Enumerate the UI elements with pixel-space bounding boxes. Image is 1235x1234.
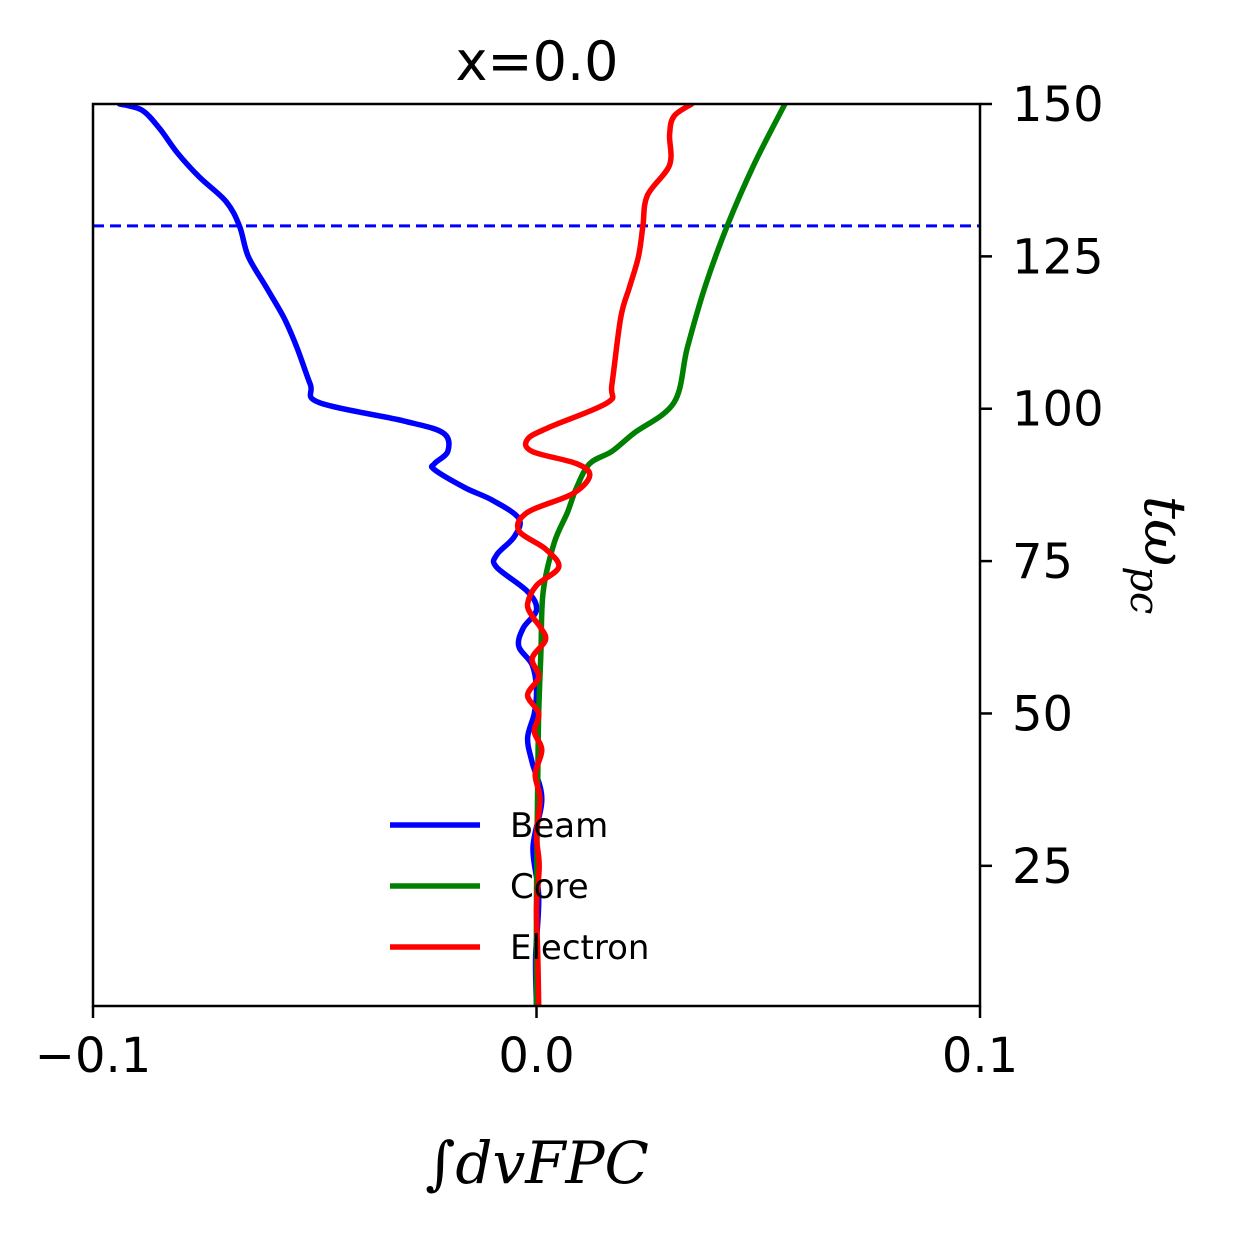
legend-label-electron: Electron bbox=[510, 928, 649, 968]
y-axis-label: tωpc bbox=[1121, 496, 1199, 615]
y-tick-label: 100 bbox=[1012, 382, 1104, 438]
legend: Beam Core Electron bbox=[390, 806, 649, 968]
series-line-electron bbox=[514, 104, 695, 1006]
legend-label-core: Core bbox=[510, 867, 589, 907]
x-tick-label: 0.0 bbox=[498, 1028, 574, 1084]
series-line-beam bbox=[116, 104, 545, 1006]
y-tick-label: 150 bbox=[1012, 77, 1104, 133]
y-tick-label: 75 bbox=[1012, 534, 1073, 590]
series-line-core bbox=[533, 104, 788, 1006]
legend-label-beam: Beam bbox=[510, 806, 608, 846]
x-axis-label: ∫dvFPC bbox=[425, 1129, 649, 1197]
chart-title: x=0.0 bbox=[455, 30, 618, 93]
x-tick-label: −0.1 bbox=[35, 1028, 152, 1084]
y-tick-label: 50 bbox=[1012, 686, 1073, 742]
x-tick-label: 0.1 bbox=[942, 1028, 1018, 1084]
y-tick-label: 25 bbox=[1012, 839, 1073, 895]
y-tick-label: 125 bbox=[1012, 229, 1104, 285]
